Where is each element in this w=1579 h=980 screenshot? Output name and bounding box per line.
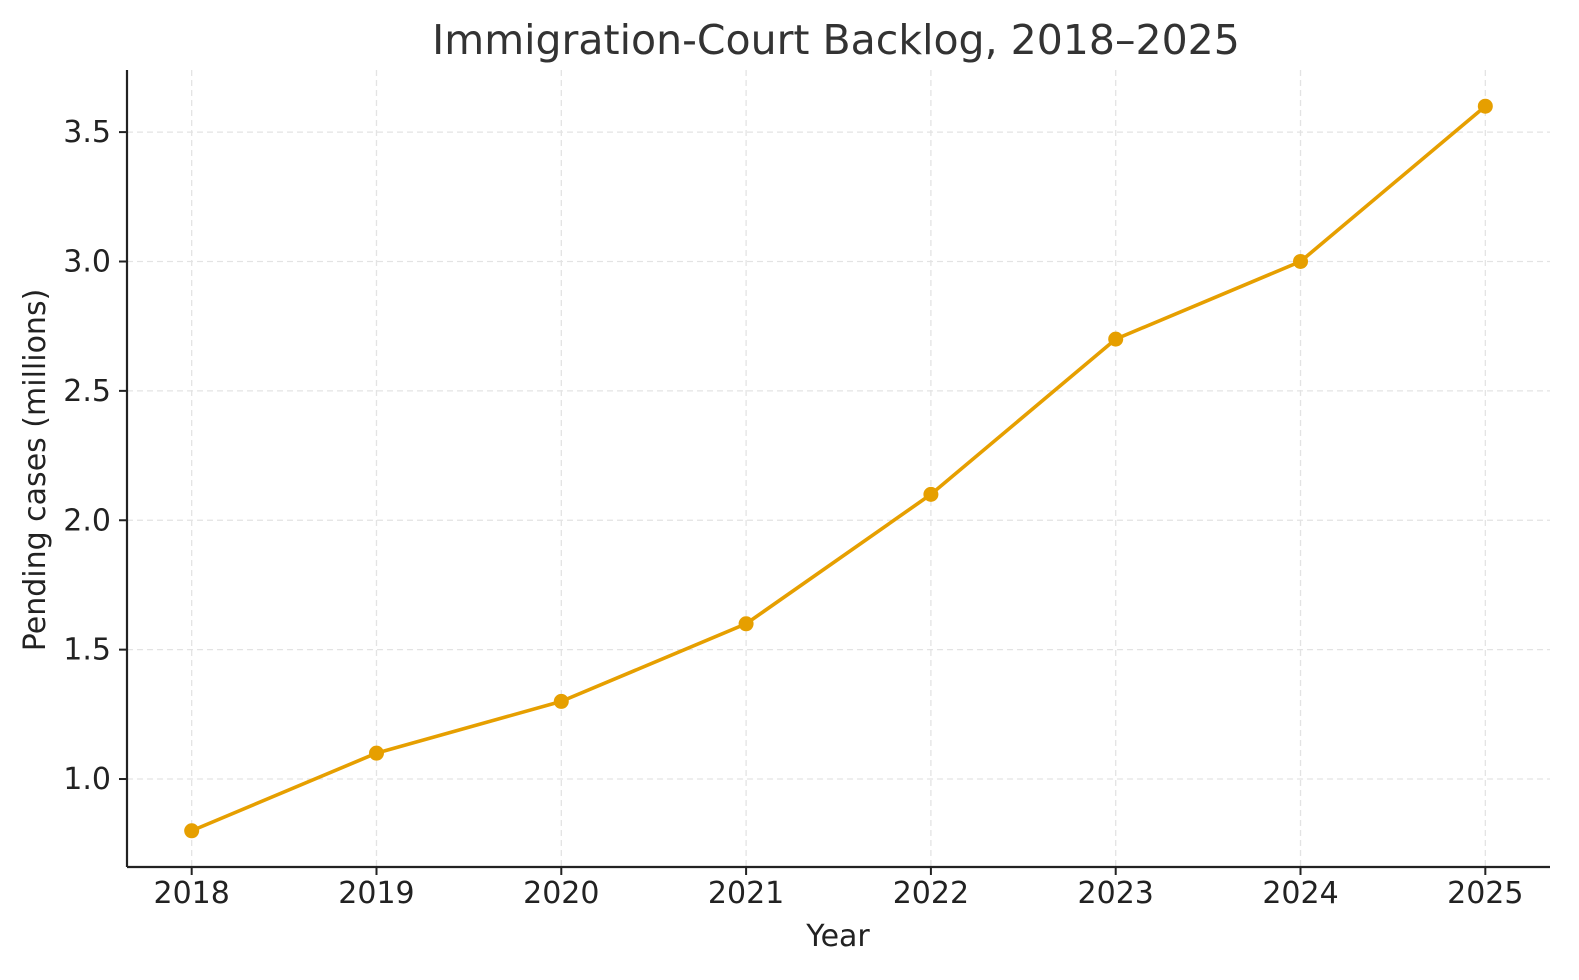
data-point xyxy=(368,745,384,761)
chart-title: Immigration-Court Backlog, 2018–2025 xyxy=(432,16,1240,64)
x-axis-label: Year xyxy=(805,919,870,954)
data-point xyxy=(923,486,939,502)
data-point xyxy=(738,616,754,632)
y-tick-label: 1.5 xyxy=(63,633,111,668)
series-layer xyxy=(184,98,1493,839)
x-tick-label: 2021 xyxy=(708,876,784,911)
series-line xyxy=(189,104,1488,833)
tick-labels: 2018 2019 2020 2021 2022 2023 2024 2025 1.0 1.5 2.… xyxy=(63,115,1523,911)
data-point xyxy=(184,823,200,839)
y-tick-label: 2.5 xyxy=(63,374,111,409)
data-point xyxy=(1477,98,1493,114)
y-tick-label: 2.0 xyxy=(63,503,111,538)
y-tick-label: 1.0 xyxy=(63,762,111,797)
data-point xyxy=(553,693,569,709)
y-tick-label: 3.0 xyxy=(63,244,111,279)
x-tick-label: 2024 xyxy=(1262,876,1338,911)
x-tick-label: 2018 xyxy=(154,876,230,911)
data-point xyxy=(1108,331,1124,347)
x-tick-label: 2020 xyxy=(523,876,599,911)
y-axis-label: Pending cases (millions) xyxy=(18,289,53,652)
y-tick-label: 3.5 xyxy=(63,115,111,150)
x-tick-label: 2025 xyxy=(1447,876,1523,911)
grid xyxy=(127,70,1550,867)
x-tick-label: 2019 xyxy=(338,876,414,911)
x-tick-label: 2023 xyxy=(1078,876,1154,911)
axes xyxy=(119,70,1550,875)
data-point xyxy=(1293,253,1309,269)
x-tick-label: 2022 xyxy=(893,876,969,911)
